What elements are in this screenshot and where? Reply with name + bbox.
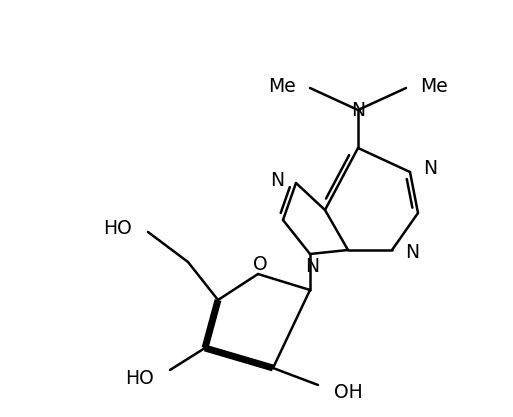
Text: O: O (253, 254, 267, 274)
Text: HO: HO (103, 219, 132, 238)
Text: Me: Me (420, 76, 448, 95)
Text: N: N (270, 171, 284, 189)
Text: N: N (423, 158, 437, 178)
Text: HO: HO (125, 369, 154, 387)
Text: N: N (305, 258, 319, 276)
Text: N: N (351, 100, 365, 120)
Text: OH: OH (334, 384, 363, 402)
Text: N: N (405, 243, 419, 261)
Text: Me: Me (268, 76, 296, 95)
